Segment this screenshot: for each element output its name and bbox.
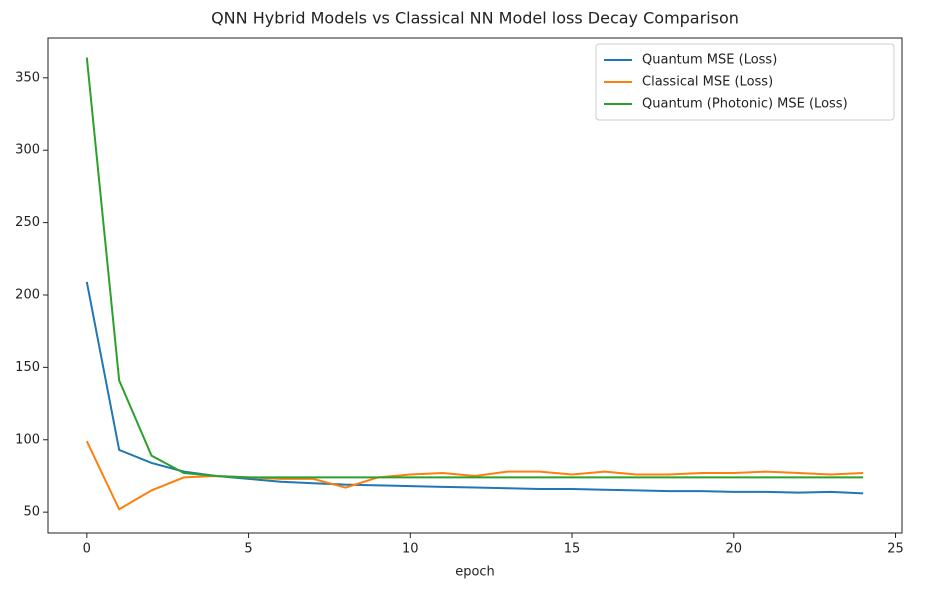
y-tick-label: 150: [15, 360, 40, 375]
x-tick-label: 0: [83, 542, 91, 557]
x-tick-label: 10: [402, 542, 419, 557]
legend-box: [595, 43, 895, 121]
x-tick-label: 15: [564, 542, 581, 557]
plot-frame: [47, 37, 903, 534]
y-tick-label: 250: [15, 215, 40, 230]
legend-label: Quantum (Photonic) MSE (Loss): [642, 97, 848, 112]
legend-label: Classical MSE (Loss): [642, 75, 773, 90]
x-tick-label: 20: [726, 542, 743, 557]
chart-title: QNN Hybrid Models vs Classical NN Model …: [211, 9, 739, 28]
x-axis-label: epoch: [455, 565, 495, 580]
line: [85, 57, 864, 479]
y-tick-label: 350: [15, 70, 40, 85]
x-tick-label: 25: [887, 542, 904, 557]
y-tick-label: 300: [15, 143, 40, 158]
y-tick-label: 50: [23, 505, 40, 520]
y-tick-label: 100: [15, 432, 40, 447]
legend: Quantum MSE (Loss) Classical MSE (Loss) Qu…: [595, 43, 895, 121]
x-tick-label: 5: [244, 542, 252, 557]
legend-label: Quantum MSE (Loss): [642, 53, 777, 68]
line: [85, 281, 864, 495]
y-tick-label: 200: [15, 287, 40, 302]
